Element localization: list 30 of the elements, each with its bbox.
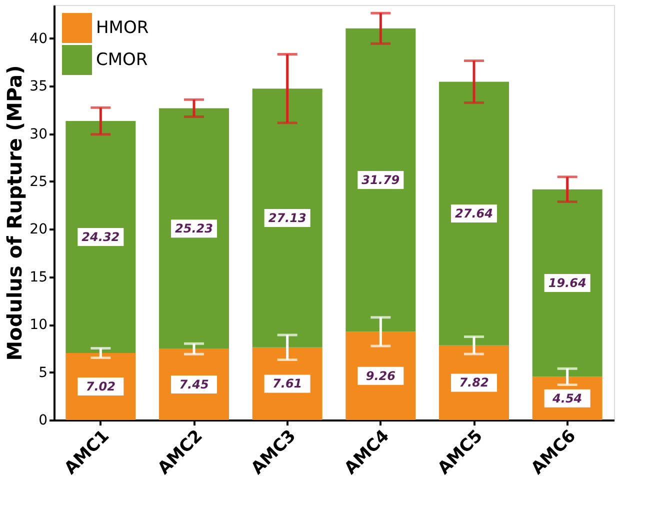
bar: [159, 108, 229, 349]
legend-label: HMOR: [96, 18, 149, 38]
y-tick-label: 30: [30, 126, 48, 142]
data-label: 24.32: [82, 230, 120, 244]
data-label: 19.64: [548, 276, 586, 290]
bar: [346, 28, 416, 332]
data-label: 9.26: [366, 368, 396, 383]
data-label: 25.23: [175, 222, 213, 236]
bar: [532, 189, 602, 377]
y-tick-label: 25: [30, 174, 48, 190]
y-tick-label: 5: [38, 364, 48, 381]
bar: [252, 88, 322, 348]
data-label: 31.79: [362, 173, 400, 188]
data-label: 4.54: [552, 391, 582, 406]
data-label: 27.64: [455, 206, 493, 221]
bar: [439, 82, 509, 346]
data-label: 7.02: [86, 380, 116, 394]
y-tick-label: 15: [30, 269, 48, 286]
y-tick-label: 40: [30, 30, 48, 47]
data-label: 7.45: [179, 377, 209, 392]
legend-label: CMOR: [96, 50, 148, 70]
data-label: 27.13: [268, 210, 306, 225]
bar: [66, 121, 136, 354]
y-axis-title: Modulus of Rupture (MPa): [2, 65, 27, 361]
y-tick-label: 10: [30, 317, 48, 334]
y-tick-label: 0: [38, 412, 48, 428]
y-tick-label: 20: [30, 222, 48, 238]
data-label: 7.61: [272, 376, 302, 391]
data-label: 7.82: [459, 376, 489, 390]
y-tick-label: 35: [30, 78, 48, 95]
